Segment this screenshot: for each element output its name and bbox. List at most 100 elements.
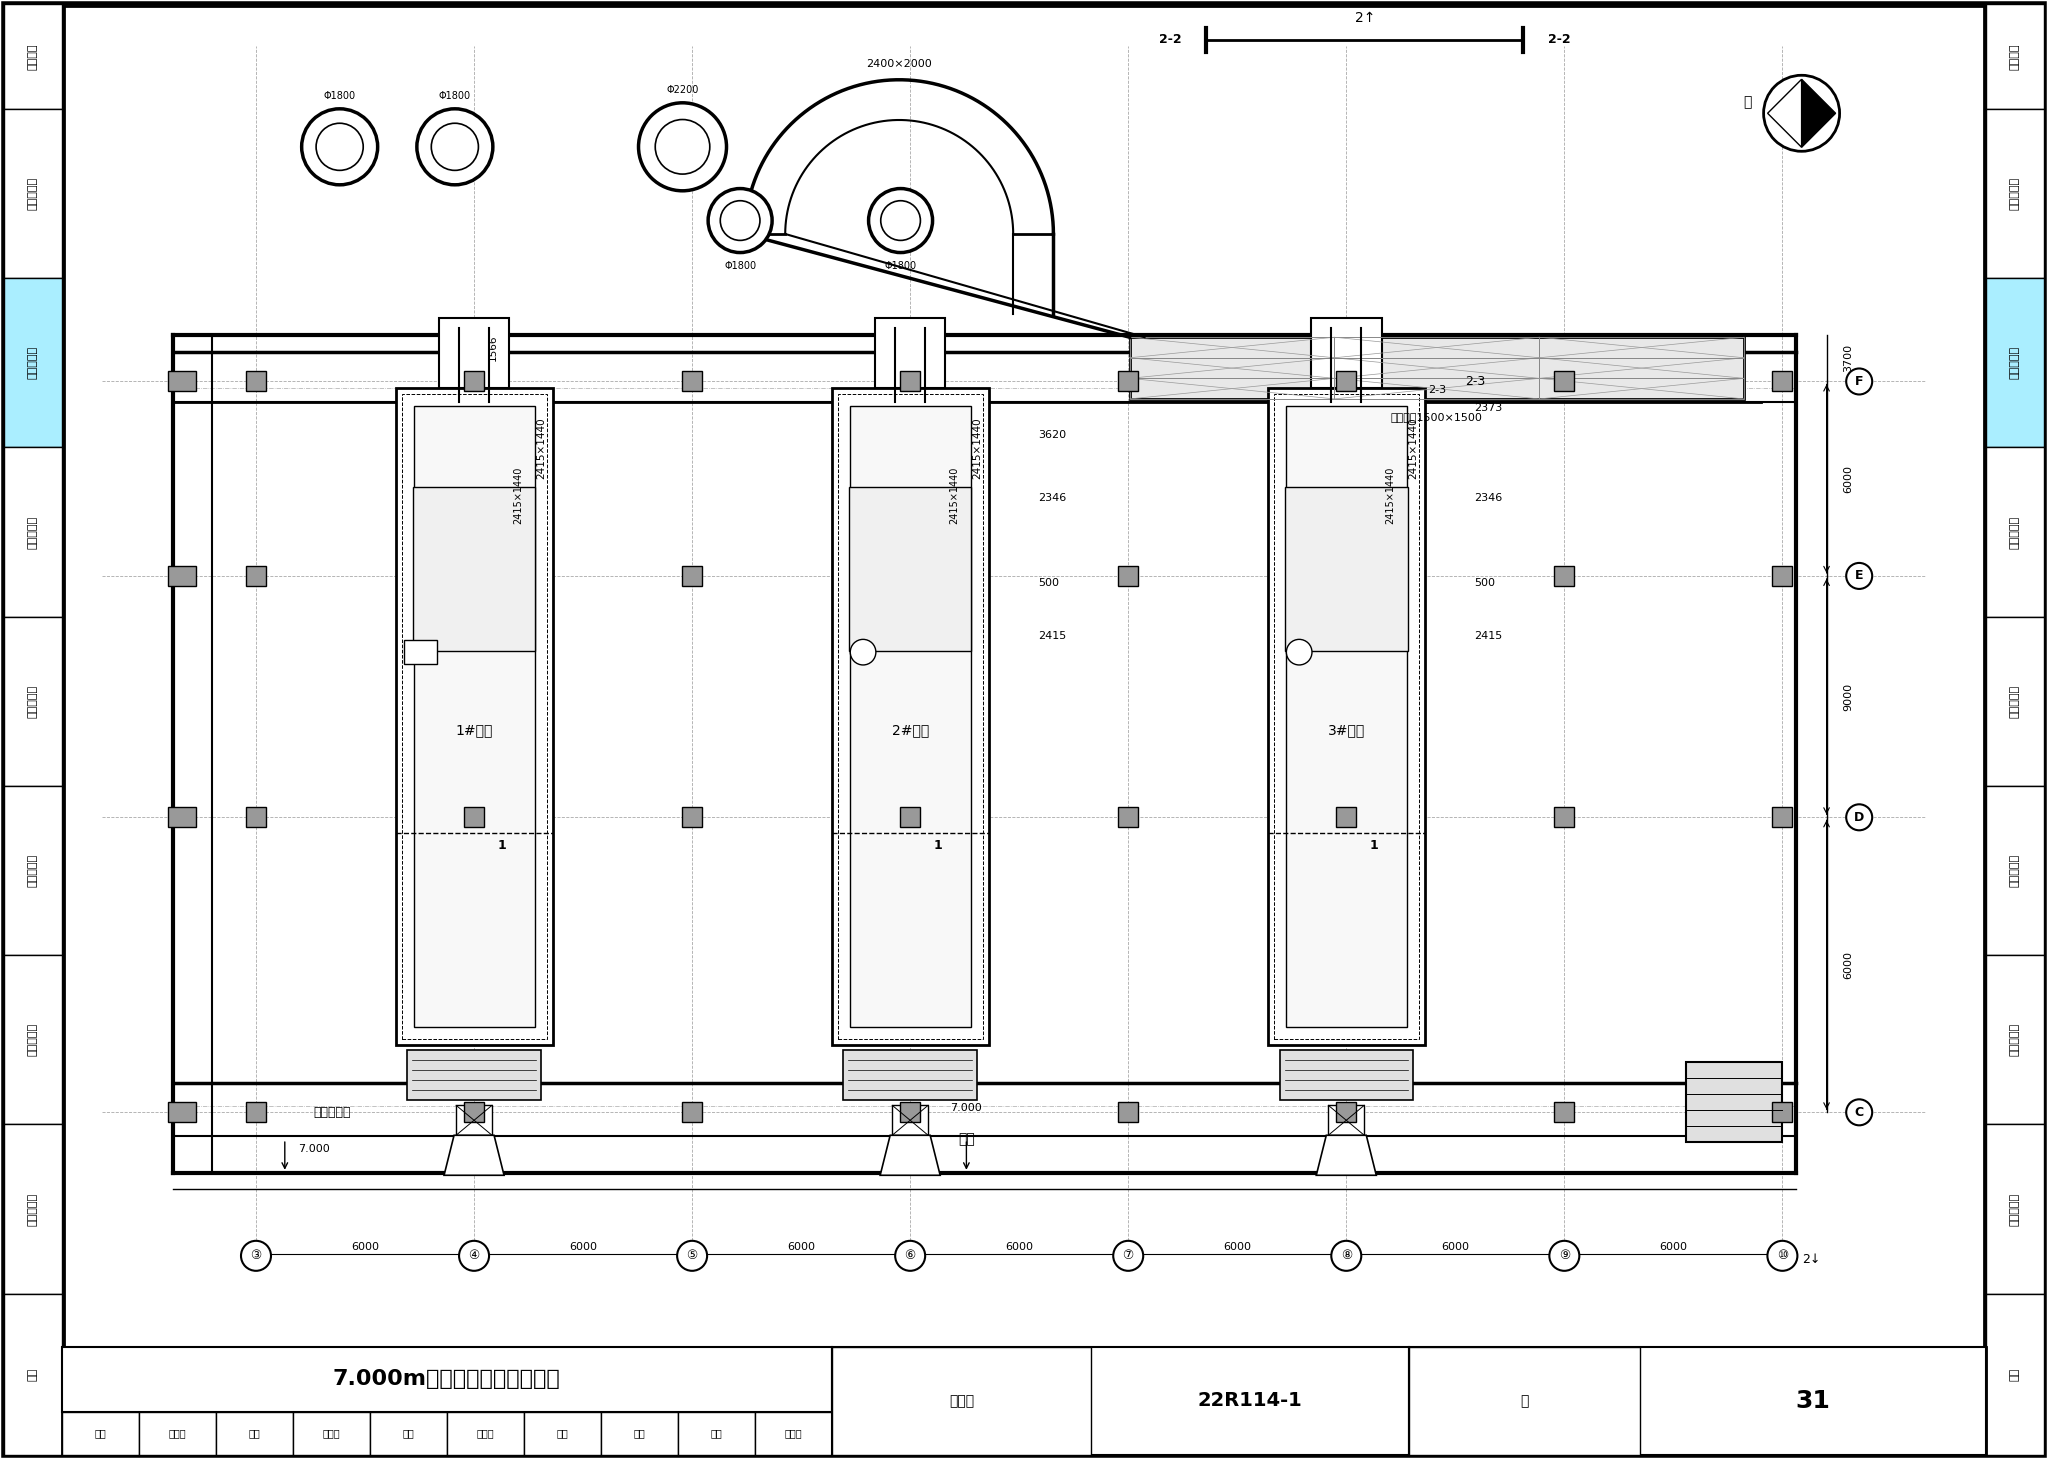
Bar	[1274, 394, 1419, 1039]
Bar	[874, 318, 946, 388]
Circle shape	[709, 188, 772, 252]
Bar	[1987, 448, 2044, 617]
Bar	[1772, 1103, 1792, 1122]
Bar	[408, 1050, 541, 1100]
Bar	[1554, 1103, 1575, 1122]
Text: 白丽堂: 白丽堂	[784, 1428, 803, 1439]
Bar	[61, 1347, 1987, 1455]
Text: 风机出口1500×1500: 风机出口1500×1500	[1391, 411, 1483, 422]
Bar	[850, 406, 971, 1027]
Text: 工程实例六: 工程实例六	[2009, 1023, 2019, 1056]
Bar	[850, 487, 971, 651]
Text: 工程实例三: 工程实例三	[29, 515, 39, 549]
Bar	[61, 1412, 139, 1455]
Bar	[1335, 378, 1540, 398]
Text: 2#锅炉: 2#锅炉	[891, 724, 930, 737]
Bar	[1987, 279, 2044, 448]
Text: 校审: 校审	[248, 1428, 260, 1439]
Bar	[1987, 109, 2044, 279]
Text: Φ1800: Φ1800	[725, 261, 756, 270]
Bar	[1280, 1050, 1413, 1100]
Bar	[682, 807, 702, 827]
Bar	[1987, 1125, 2044, 1294]
Bar	[1130, 357, 1335, 378]
Bar	[1987, 4, 2044, 109]
Text: 3700: 3700	[1843, 344, 1853, 372]
Bar	[4, 109, 61, 279]
Text: 6000: 6000	[1843, 465, 1853, 493]
Bar	[600, 1412, 678, 1455]
Text: 2-2: 2-2	[1159, 34, 1182, 47]
Text: 1: 1	[498, 839, 506, 852]
Text: 2415×1440: 2415×1440	[1409, 417, 1419, 480]
Bar	[1268, 388, 1425, 1045]
Text: 1566: 1566	[487, 334, 498, 362]
Bar	[1118, 1103, 1139, 1122]
Text: 6000: 6000	[786, 1242, 815, 1252]
Text: 500: 500	[1475, 578, 1495, 588]
Text: 1#锅炉: 1#锅炉	[455, 724, 494, 737]
Bar	[1130, 337, 1335, 357]
Text: 工程实例二: 工程实例二	[29, 346, 39, 379]
Bar	[4, 786, 61, 956]
Text: 工程实例六: 工程实例六	[29, 1023, 39, 1056]
Text: 设计: 设计	[711, 1428, 723, 1439]
Text: 技术要点: 技术要点	[2009, 44, 2019, 70]
Bar	[893, 1106, 928, 1135]
Text: 附录: 附录	[29, 1367, 39, 1382]
Polygon shape	[881, 1135, 940, 1176]
Bar	[1335, 1103, 1356, 1122]
Text: 工程实例四: 工程实例四	[29, 684, 39, 718]
Polygon shape	[444, 1135, 504, 1176]
Bar	[1335, 566, 1356, 587]
Text: 31: 31	[1796, 1389, 1831, 1412]
Bar	[1987, 1294, 2044, 1455]
Text: 22R114-1: 22R114-1	[1198, 1392, 1303, 1411]
Bar	[1987, 956, 2044, 1125]
Text: 6000: 6000	[1223, 1242, 1251, 1252]
Circle shape	[850, 639, 877, 665]
Text: 6000: 6000	[569, 1242, 598, 1252]
Bar	[831, 388, 989, 1045]
Text: 2415×1440: 2415×1440	[948, 467, 958, 524]
Text: 6000: 6000	[1442, 1242, 1468, 1252]
Bar	[678, 1412, 754, 1455]
Text: 工程实例一: 工程实例一	[29, 177, 39, 210]
Text: 工程实例七: 工程实例七	[2009, 1192, 2019, 1226]
Bar	[682, 1103, 702, 1122]
Text: ⑤: ⑤	[686, 1249, 698, 1262]
Circle shape	[1286, 639, 1313, 665]
Circle shape	[418, 109, 494, 185]
Text: 燃煤锅炉间: 燃煤锅炉间	[313, 1106, 350, 1119]
Text: 3620: 3620	[1038, 430, 1067, 441]
Bar	[4, 4, 61, 109]
Bar	[4, 617, 61, 786]
Text: 500: 500	[1038, 578, 1059, 588]
Bar	[844, 1050, 977, 1100]
Bar	[1540, 357, 1745, 378]
Text: 范晓龙: 范晓龙	[322, 1428, 340, 1439]
Text: 2400×2000: 2400×2000	[866, 58, 932, 69]
Bar	[1335, 807, 1356, 827]
Text: 2373: 2373	[1475, 403, 1503, 413]
Text: 2-2: 2-2	[1548, 34, 1571, 47]
Text: 6000: 6000	[1006, 1242, 1032, 1252]
Bar	[438, 318, 510, 388]
Bar	[1311, 318, 1382, 388]
Bar	[215, 1412, 293, 1455]
Bar	[61, 1347, 831, 1412]
Bar	[1130, 337, 1745, 398]
Bar	[139, 1412, 215, 1455]
Bar	[524, 1412, 600, 1455]
Text: 7.000: 7.000	[297, 1144, 330, 1154]
Bar	[414, 487, 535, 651]
Bar	[682, 372, 702, 391]
Bar	[246, 1103, 266, 1122]
Bar	[465, 566, 483, 587]
Text: 附录: 附录	[2009, 1367, 2019, 1382]
Text: 孟功: 孟功	[633, 1428, 645, 1439]
Text: 2↑: 2↑	[1354, 10, 1374, 25]
Text: ⑦: ⑦	[1122, 1249, 1135, 1262]
Text: Φ2200: Φ2200	[666, 85, 698, 95]
Bar	[246, 372, 266, 391]
